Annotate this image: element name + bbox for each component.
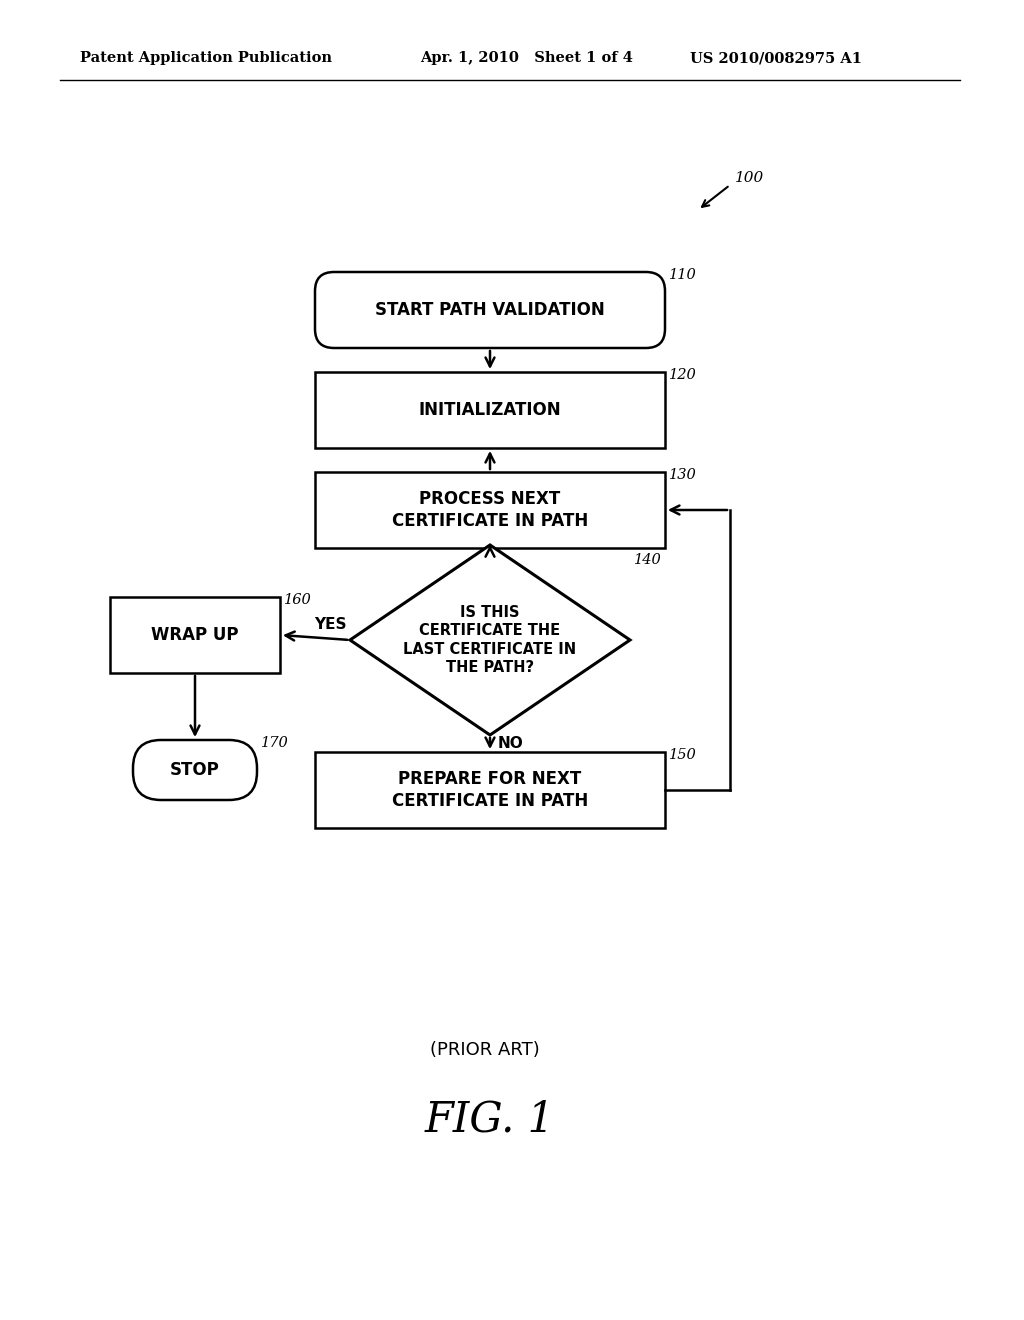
Text: PROCESS NEXT
CERTIFICATE IN PATH: PROCESS NEXT CERTIFICATE IN PATH: [392, 490, 588, 531]
Text: 130: 130: [669, 469, 696, 482]
Text: PREPARE FOR NEXT
CERTIFICATE IN PATH: PREPARE FOR NEXT CERTIFICATE IN PATH: [392, 770, 588, 810]
Text: IS THIS
CERTIFICATE THE
LAST CERTIFICATE IN
THE PATH?: IS THIS CERTIFICATE THE LAST CERTIFICATE…: [403, 605, 577, 676]
Bar: [315, 752, 665, 828]
FancyBboxPatch shape: [133, 741, 257, 800]
Text: 150: 150: [669, 748, 696, 762]
Text: WRAP UP: WRAP UP: [152, 626, 239, 644]
Bar: [315, 473, 665, 548]
Text: (PRIOR ART): (PRIOR ART): [430, 1041, 540, 1059]
Bar: [315, 372, 665, 447]
Text: 160: 160: [284, 593, 311, 607]
Text: YES: YES: [313, 616, 346, 632]
Text: 110: 110: [669, 268, 696, 282]
Text: 100: 100: [735, 172, 764, 185]
Text: STOP: STOP: [170, 762, 220, 779]
FancyBboxPatch shape: [315, 272, 665, 348]
Text: Apr. 1, 2010   Sheet 1 of 4: Apr. 1, 2010 Sheet 1 of 4: [420, 51, 633, 65]
Text: INITIALIZATION: INITIALIZATION: [419, 401, 561, 418]
Bar: [110, 597, 280, 673]
Text: 170: 170: [261, 737, 289, 750]
Polygon shape: [350, 545, 630, 735]
Text: NO: NO: [498, 737, 523, 751]
Text: FIG. 1: FIG. 1: [425, 1100, 555, 1140]
Text: Patent Application Publication: Patent Application Publication: [80, 51, 332, 65]
Text: START PATH VALIDATION: START PATH VALIDATION: [375, 301, 605, 319]
Text: US 2010/0082975 A1: US 2010/0082975 A1: [690, 51, 862, 65]
Text: 120: 120: [669, 368, 696, 381]
Text: 140: 140: [634, 553, 662, 568]
